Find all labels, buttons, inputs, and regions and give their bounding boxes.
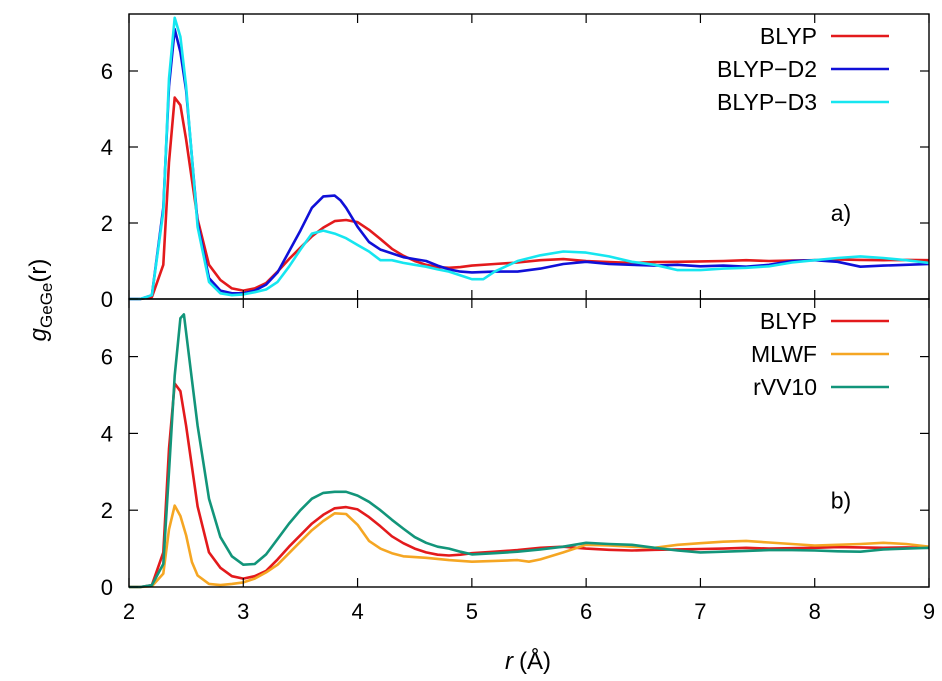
series-line-b-0	[129, 382, 930, 589]
x-axis-title-var: r	[505, 648, 514, 675]
x-tick-label-3: 5	[466, 599, 478, 624]
x-tick-label-2: 4	[351, 599, 363, 624]
y-axis-title-subscript: GeGe	[37, 283, 56, 328]
y-tick-label-a-0: 0	[101, 287, 113, 312]
legend-label-a-0: BLYP	[760, 23, 817, 49]
panel-label-b: b)	[831, 487, 851, 513]
y-tick-label-a-1: 2	[101, 211, 113, 236]
legend-label-b-1: MLWF	[751, 341, 817, 367]
y-axis-title-tail: (r)	[25, 259, 52, 283]
y-axis-title-main: g	[25, 327, 52, 341]
y-tick-label-a-2: 4	[101, 135, 113, 160]
x-axis-title: r (Å)	[505, 647, 551, 675]
y-tick-label-a-3: 6	[101, 59, 113, 84]
y-tick-label-b-2: 4	[101, 421, 113, 446]
y-tick-label-b-1: 2	[101, 498, 113, 523]
y-tick-label-b-3: 6	[101, 345, 113, 370]
series-line-a-2	[129, 16, 930, 301]
legend-label-b-0: BLYP	[760, 308, 817, 334]
y-tick-label-b-0: 0	[101, 575, 113, 600]
panel-label-a: a)	[831, 200, 851, 226]
y-axis-title: gGeGe(r)	[25, 259, 56, 342]
x-tick-label-4: 6	[580, 599, 592, 624]
series-line-a-0	[129, 96, 930, 301]
x-tick-label-6: 8	[809, 599, 821, 624]
x-tick-label-7: 9	[923, 599, 935, 624]
x-tick-label-5: 7	[694, 599, 706, 624]
plot-frame-b	[128, 298, 930, 588]
legend-label-a-2: BLYP−D3	[717, 89, 817, 115]
x-tick-label-0: 2	[123, 599, 135, 624]
x-tick-label-1: 3	[237, 599, 249, 624]
series-line-b-1	[129, 504, 930, 589]
series-line-b-2	[129, 313, 930, 589]
legend-label-a-1: BLYP−D2	[717, 56, 817, 82]
panel-a: 0 2 4 6 BLYP BLYP−D2 BLYP−D3 a)	[101, 13, 930, 312]
legend-label-b-2: rVV10	[753, 374, 817, 400]
x-axis-title-unit: (Å)	[519, 647, 551, 675]
